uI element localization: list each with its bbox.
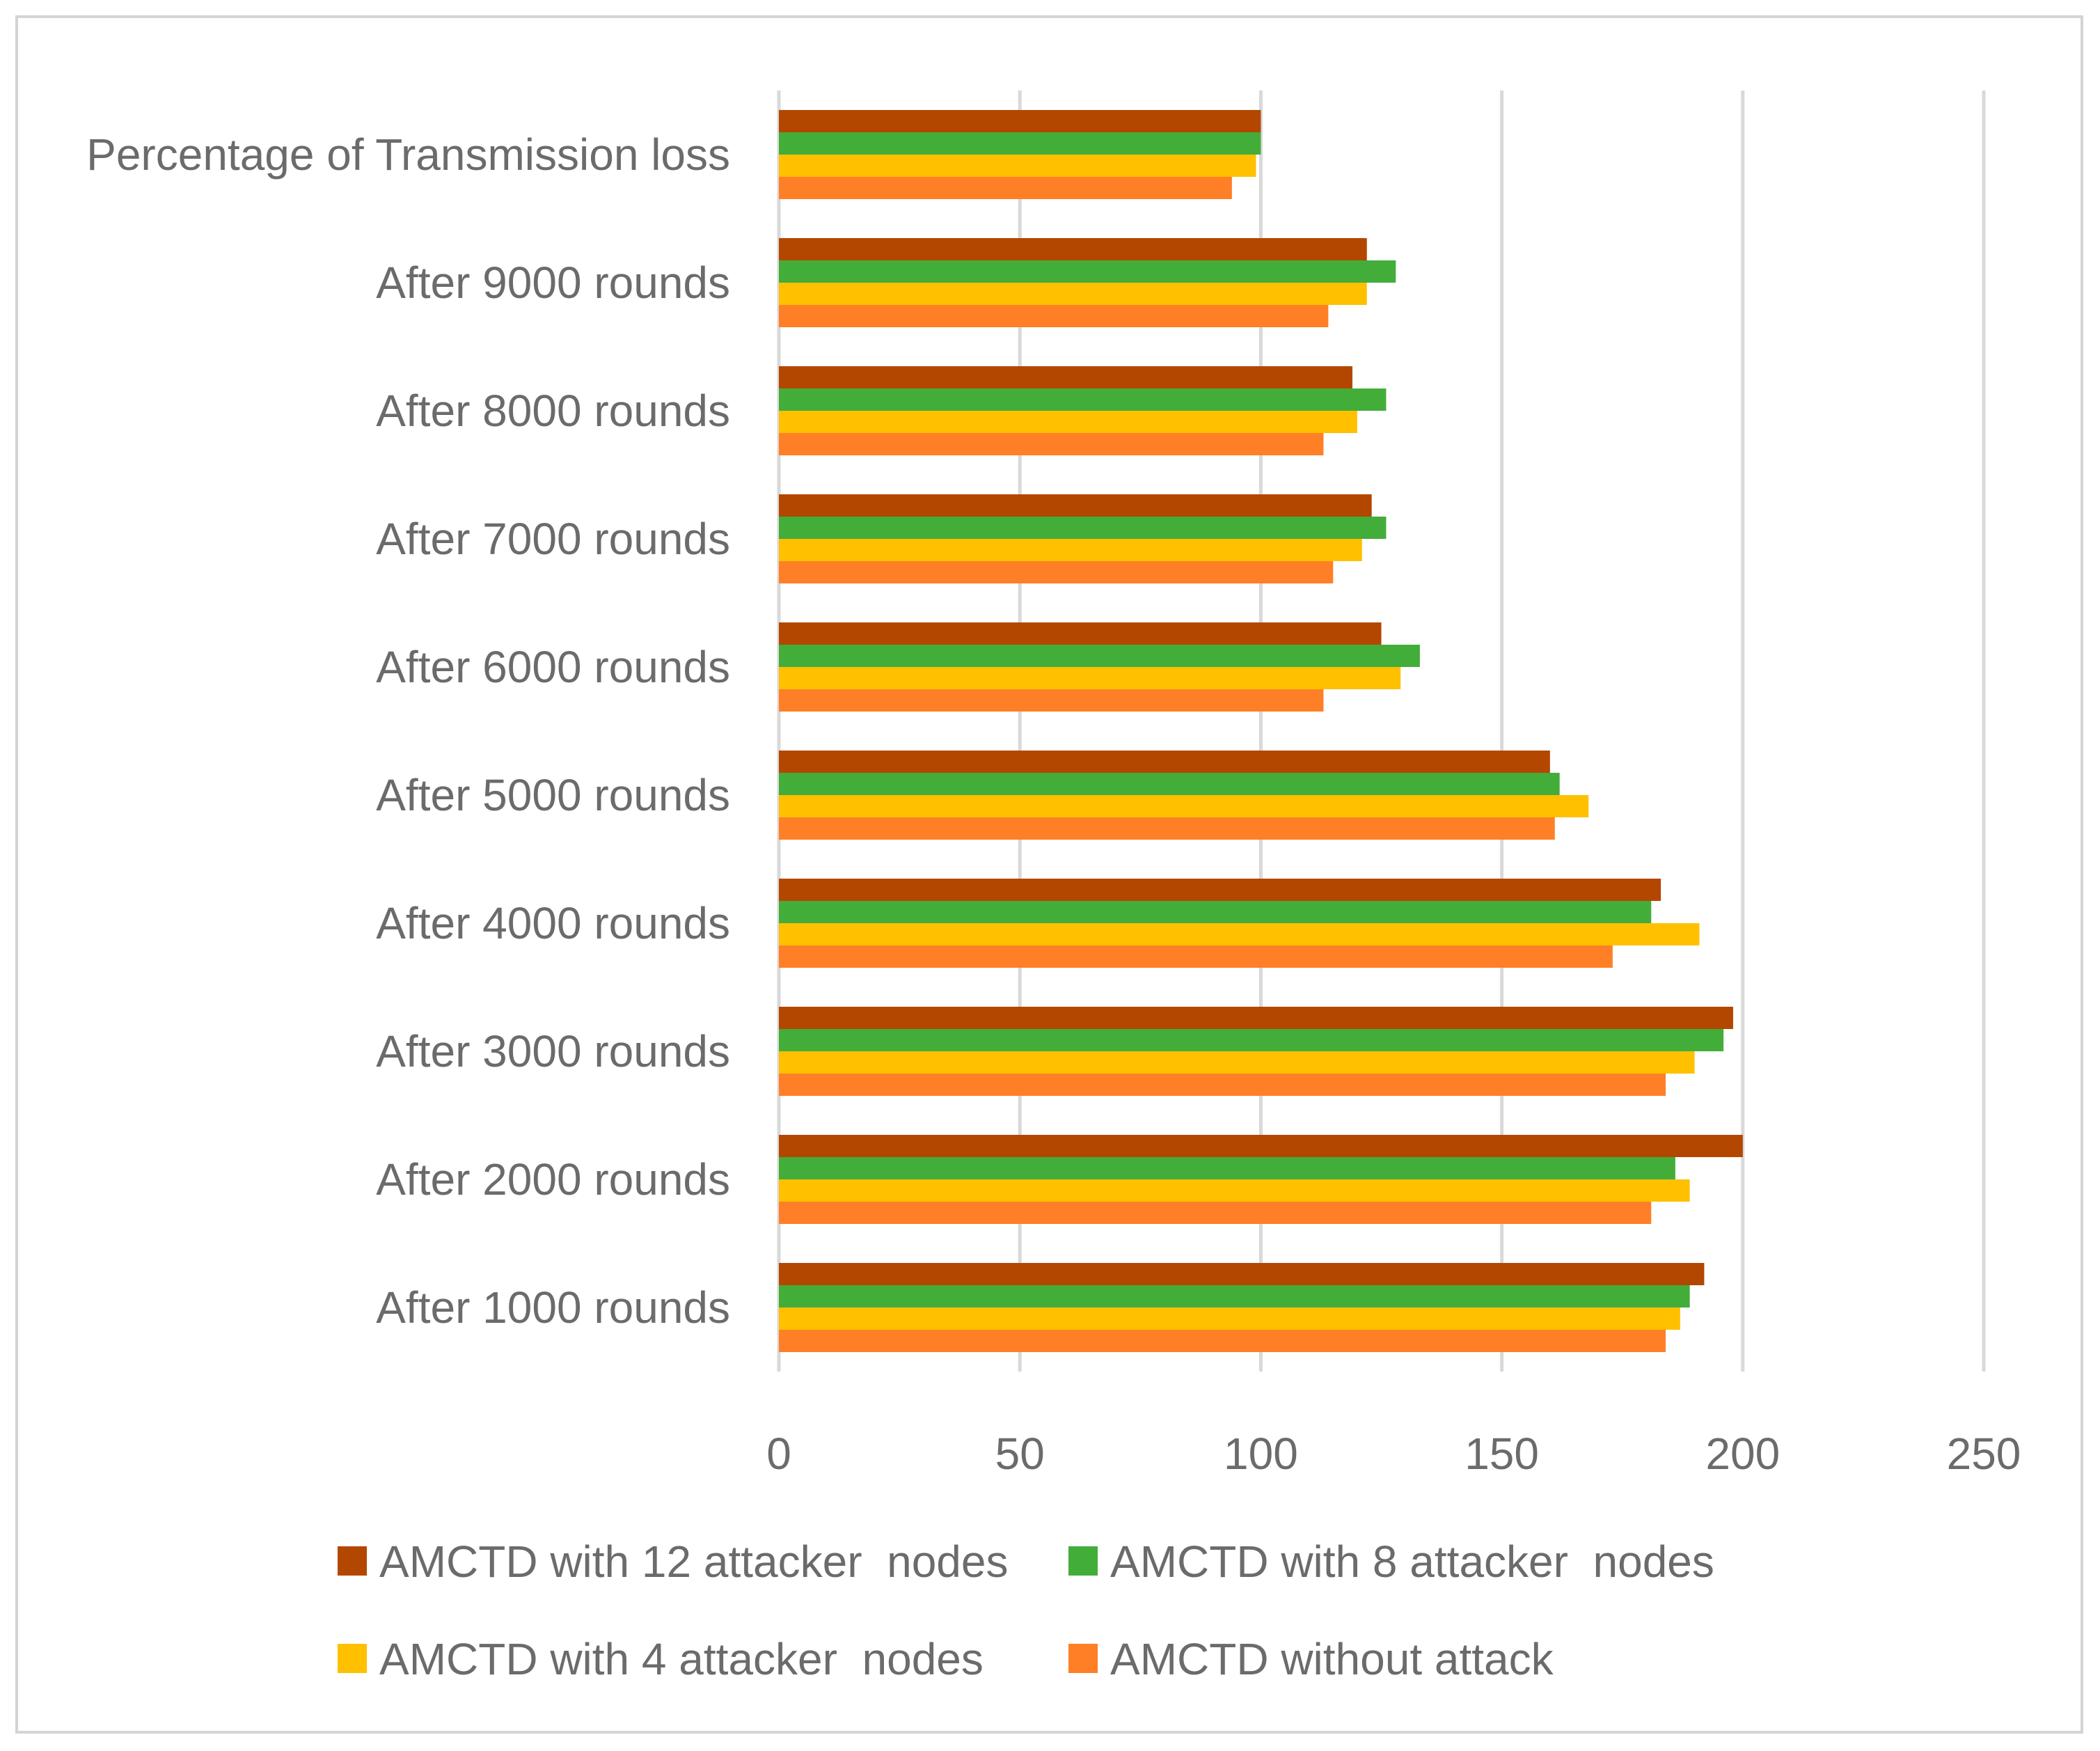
- legend-label-amctd-with-8-attacker-nodes: AMCTD with 8 attacker nodes: [1110, 1537, 1714, 1587]
- category-label: After 4000 rounds: [376, 898, 730, 948]
- legend-swatch-amctd-with-12-attacker-nodes: [338, 1546, 367, 1576]
- bar-after-5000-rounds-amctd-without-attack: [779, 817, 1555, 840]
- legend-swatch-amctd-without-attack: [1068, 1644, 1098, 1673]
- bar-after-4000-rounds-amctd-with-4-attacker-nodes: [779, 923, 1700, 945]
- bar-after-8000-rounds-amctd-with-12-attacker-nodes: [779, 366, 1352, 388]
- bar-after-3000-rounds-amctd-with-12-attacker-nodes: [779, 1007, 1733, 1029]
- bar-after-5000-rounds-amctd-with-4-attacker-nodes: [779, 795, 1589, 817]
- bar-after-6000-rounds-amctd-with-8-attacker-nodes: [779, 645, 1420, 667]
- bar-percentage-of-transmission-loss-amctd-with-4-attacker-nodes: [779, 155, 1256, 177]
- bar-after-6000-rounds-amctd-without-attack: [779, 689, 1324, 712]
- category-axis: After 1000 rounds After 2000 rounds After …: [86, 129, 730, 1333]
- bar-percentage-of-transmission-loss-amctd-without-attack: [779, 177, 1232, 199]
- bar-after-9000-rounds-amctd-with-8-attacker-nodes: [779, 260, 1396, 283]
- bar-after-8000-rounds-amctd-with-8-attacker-nodes: [779, 388, 1387, 411]
- tick-label: 100: [1224, 1429, 1298, 1479]
- bar-after-6000-rounds-amctd-with-12-attacker-nodes: [779, 622, 1382, 645]
- bar-after-2000-rounds-amctd-with-8-attacker-nodes: [779, 1157, 1675, 1179]
- category-label: After 7000 rounds: [376, 514, 730, 564]
- tick-label: 250: [1947, 1429, 2021, 1479]
- bar-after-9000-rounds-amctd-with-4-attacker-nodes: [779, 283, 1367, 305]
- category-label: After 2000 rounds: [376, 1154, 730, 1204]
- tick-label: 200: [1705, 1429, 1780, 1479]
- value-axis: 0 50 100 150 200 250: [766, 1429, 2021, 1479]
- tick-label: 150: [1465, 1429, 1539, 1479]
- bar-after-8000-rounds-amctd-without-attack: [779, 433, 1324, 455]
- bar-after-9000-rounds-amctd-without-attack: [779, 305, 1329, 327]
- bar-after-1000-rounds-amctd-with-8-attacker-nodes: [779, 1285, 1690, 1308]
- bar-after-5000-rounds-amctd-with-12-attacker-nodes: [779, 751, 1550, 773]
- bar-after-1000-rounds-amctd-with-4-attacker-nodes: [779, 1308, 1680, 1330]
- bar-after-5000-rounds-amctd-with-8-attacker-nodes: [779, 773, 1560, 795]
- bars: [779, 110, 1743, 1352]
- category-label: After 3000 rounds: [376, 1026, 730, 1076]
- tick-label: 50: [995, 1429, 1045, 1479]
- bar-after-4000-rounds-amctd-without-attack: [779, 945, 1613, 968]
- bar-after-9000-rounds-amctd-with-12-attacker-nodes: [779, 238, 1367, 260]
- bar-after-7000-rounds-amctd-without-attack: [779, 561, 1334, 583]
- bar-after-2000-rounds-amctd-with-12-attacker-nodes: [779, 1135, 1743, 1157]
- bar-after-8000-rounds-amctd-with-4-attacker-nodes: [779, 411, 1357, 433]
- bar-after-3000-rounds-amctd-with-8-attacker-nodes: [779, 1029, 1724, 1051]
- legend-label-amctd-with-12-attacker-nodes: AMCTD with 12 attacker nodes: [379, 1537, 1008, 1587]
- category-label: After 6000 rounds: [376, 642, 730, 692]
- bar-after-2000-rounds-amctd-without-attack: [779, 1202, 1652, 1224]
- legend-swatch-amctd-with-8-attacker-nodes: [1068, 1546, 1098, 1576]
- bar-after-3000-rounds-amctd-without-attack: [779, 1074, 1666, 1096]
- bar-percentage-of-transmission-loss-amctd-with-8-attacker-nodes: [779, 132, 1261, 155]
- bar-after-1000-rounds-amctd-without-attack: [779, 1330, 1666, 1352]
- bar-after-6000-rounds-amctd-with-4-attacker-nodes: [779, 667, 1401, 689]
- legend-swatch-amctd-with-4-attacker-nodes: [338, 1644, 367, 1673]
- bar-percentage-of-transmission-loss-amctd-with-12-attacker-nodes: [779, 110, 1261, 132]
- tick-label: 0: [766, 1429, 791, 1479]
- bar-after-7000-rounds-amctd-with-4-attacker-nodes: [779, 539, 1362, 561]
- bar-after-7000-rounds-amctd-with-8-attacker-nodes: [779, 517, 1387, 539]
- category-label: After 1000 rounds: [376, 1282, 730, 1333]
- bar-after-4000-rounds-amctd-with-8-attacker-nodes: [779, 901, 1652, 923]
- bar-after-2000-rounds-amctd-with-4-attacker-nodes: [779, 1179, 1690, 1202]
- legend-label-amctd-with-4-attacker-nodes: AMCTD with 4 attacker nodes: [379, 1634, 984, 1684]
- bar-after-4000-rounds-amctd-with-12-attacker-nodes: [779, 879, 1661, 901]
- category-label: Percentage of Transmission loss: [86, 129, 730, 180]
- category-label: After 8000 rounds: [376, 386, 730, 436]
- legend-label-amctd-without-attack: AMCTD without attack: [1110, 1634, 1554, 1684]
- bar-after-3000-rounds-amctd-with-4-attacker-nodes: [779, 1051, 1695, 1074]
- bar-after-7000-rounds-amctd-with-12-attacker-nodes: [779, 494, 1372, 517]
- legend: AMCTD with 12 attacker nodes AMCTD with 8…: [338, 1537, 1714, 1684]
- category-label: After 5000 rounds: [376, 770, 730, 820]
- bar-after-1000-rounds-amctd-with-12-attacker-nodes: [779, 1263, 1705, 1285]
- category-label: After 9000 rounds: [376, 258, 730, 308]
